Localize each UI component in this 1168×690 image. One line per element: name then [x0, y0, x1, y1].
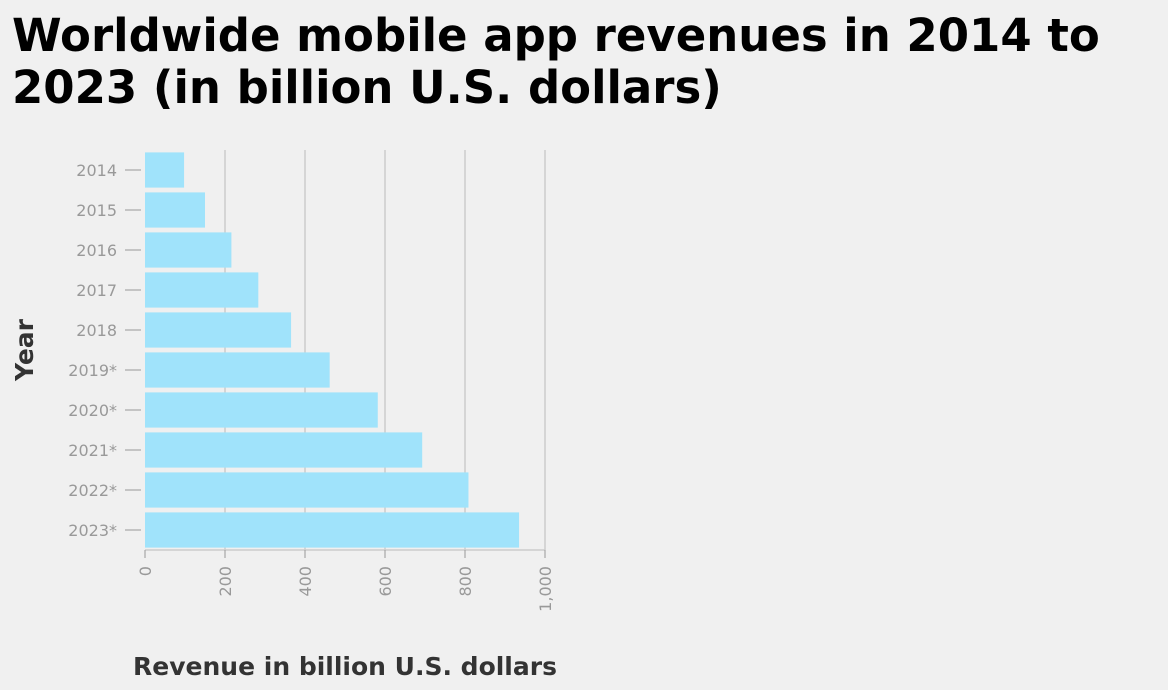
bar-2022 [145, 472, 469, 508]
bar-2015 [145, 192, 205, 228]
y-tick-label: 2021* [68, 441, 117, 460]
y-tick-label: 2017 [76, 281, 117, 300]
y-tick-label: 2023* [68, 521, 117, 540]
y-tick-label: 2015 [76, 201, 117, 220]
x-tick-label: 800 [456, 566, 475, 597]
x-tick-label: 0 [136, 566, 155, 576]
y-tick-label: 2016 [76, 241, 117, 260]
y-tick-label: 2020* [68, 401, 117, 420]
bar-2023 [145, 512, 520, 548]
bars [145, 152, 520, 548]
x-axis-title: Revenue in billion U.S. dollars [133, 652, 557, 681]
bar-2018 [145, 312, 292, 348]
bar-2017 [145, 272, 259, 308]
y-tick-label: 2014 [76, 161, 117, 180]
bar-2014 [145, 152, 185, 188]
y-axis-ticks: 2014 2015 2016 2017 2018 2019* 2020* 2021* 2022*… [68, 161, 141, 540]
x-tick-label: 200 [216, 566, 235, 597]
x-tick-label: 1,000 [536, 566, 555, 612]
y-tick-label: 2019* [68, 361, 117, 380]
chart-title: Worldwide mobile app revenues in 2014 to… [12, 9, 1100, 114]
bar-2019 [145, 352, 330, 388]
y-tick-label: 2018 [76, 321, 117, 340]
x-axis-ticks: 0 200 400 600 800 1,000 [136, 550, 555, 612]
bar-2016 [145, 232, 232, 268]
y-tick-label: 2022* [68, 481, 117, 500]
y-axis-title: Year [10, 318, 39, 382]
x-tick-label: 400 [296, 566, 315, 597]
bar-2020 [145, 392, 378, 428]
x-tick-label: 600 [376, 566, 395, 597]
bar-2021 [145, 432, 423, 468]
